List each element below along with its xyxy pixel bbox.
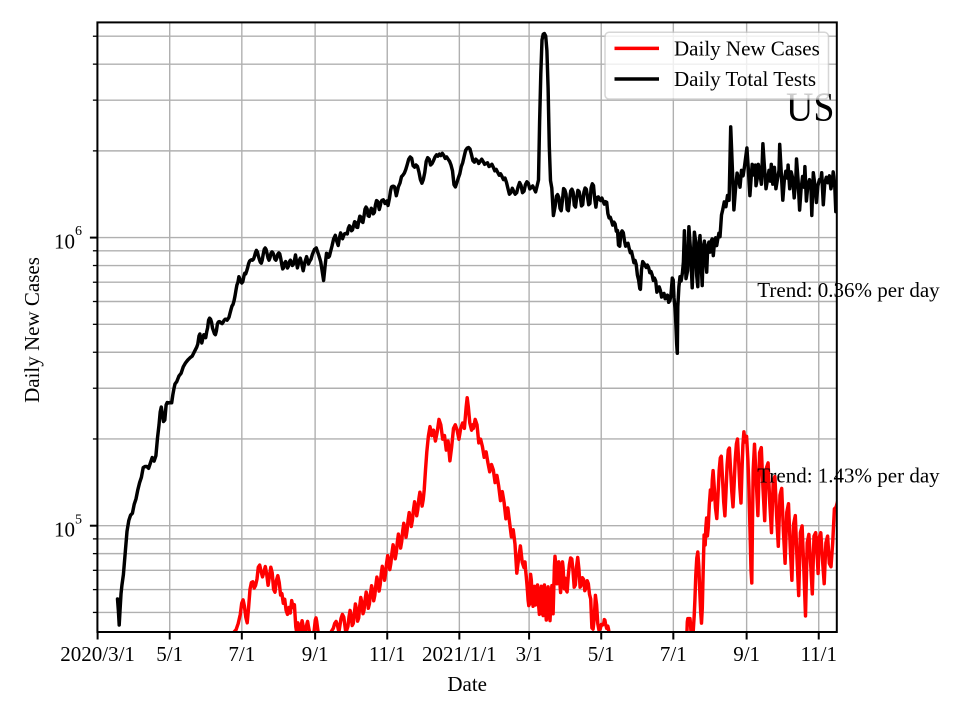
svg-text:5/1: 5/1 bbox=[588, 642, 615, 666]
svg-text:Daily New Cases: Daily New Cases bbox=[674, 37, 820, 61]
svg-text:5/1: 5/1 bbox=[156, 642, 183, 666]
svg-text:Trend: 1.43% per day: Trend: 1.43% per day bbox=[757, 464, 940, 488]
svg-text:9/1: 9/1 bbox=[733, 642, 760, 666]
svg-text:9/1: 9/1 bbox=[302, 642, 329, 666]
svg-text:Trend: 0.36% per day: Trend: 0.36% per day bbox=[757, 278, 940, 302]
svg-text:Daily Total Tests: Daily Total Tests bbox=[674, 67, 816, 91]
svg-text:11/1: 11/1 bbox=[369, 642, 406, 666]
svg-text:Date: Date bbox=[447, 672, 487, 696]
svg-text:3/1: 3/1 bbox=[516, 642, 543, 666]
svg-text:105: 105 bbox=[54, 512, 82, 541]
svg-text:2021/1/1: 2021/1/1 bbox=[422, 642, 497, 666]
svg-text:7/1: 7/1 bbox=[660, 642, 687, 666]
svg-text:Daily New Cases: Daily New Cases bbox=[20, 257, 44, 403]
svg-text:11/1: 11/1 bbox=[800, 642, 837, 666]
svg-text:7/1: 7/1 bbox=[228, 642, 255, 666]
svg-text:2020/3/1: 2020/3/1 bbox=[60, 642, 135, 666]
